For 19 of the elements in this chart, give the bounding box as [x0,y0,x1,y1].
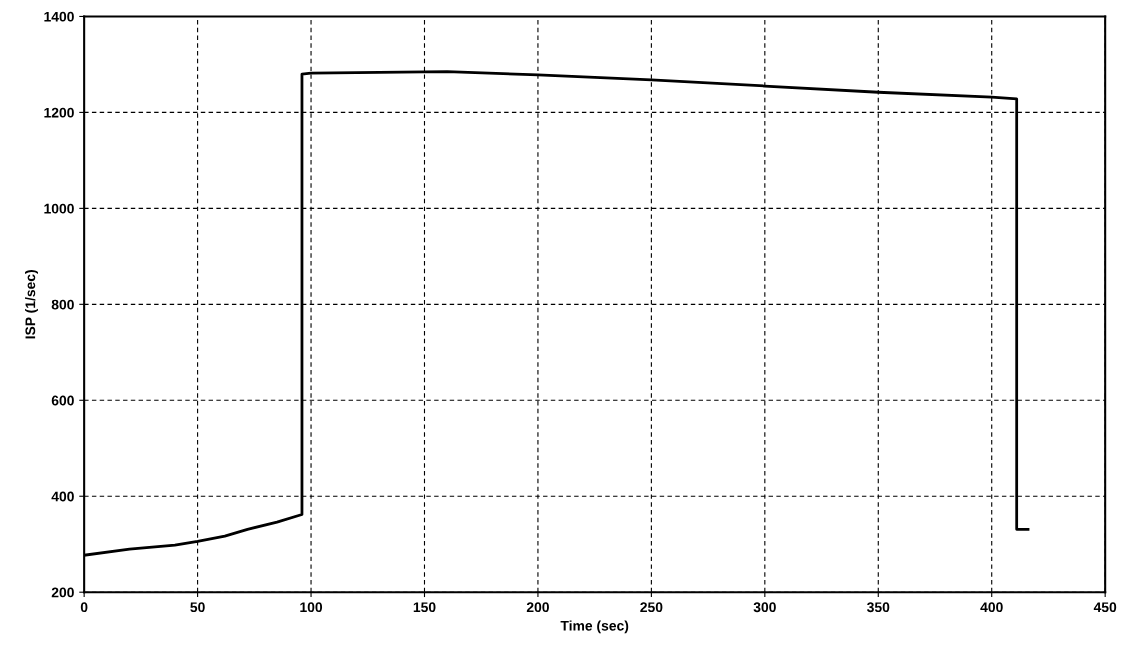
x-tick-label: 150 [413,602,436,613]
y-tick-label: 400 [51,491,74,502]
y-tick-label: 1200 [44,107,74,118]
y-tick-label: 200 [51,587,74,598]
x-axis-title: Time (sec) [560,620,629,634]
x-tick-label: 100 [300,602,323,613]
y-tick-label: 1000 [44,203,74,214]
y-axis-title: ISP (1/sec) [25,270,38,339]
x-tick-label: 400 [980,602,1003,613]
y-tick-label: 600 [51,395,74,406]
y-tick-label: 800 [51,299,74,310]
x-tick-label: 50 [190,602,205,613]
x-tick-label: 300 [753,602,776,613]
x-tick-label: 0 [80,602,88,613]
x-tick-label: 450 [1093,602,1117,613]
x-tick-label: 250 [640,602,663,613]
x-tick-label: 350 [867,602,890,613]
y-tick-label: 1400 [44,11,74,22]
x-tick-label: 200 [526,602,549,613]
